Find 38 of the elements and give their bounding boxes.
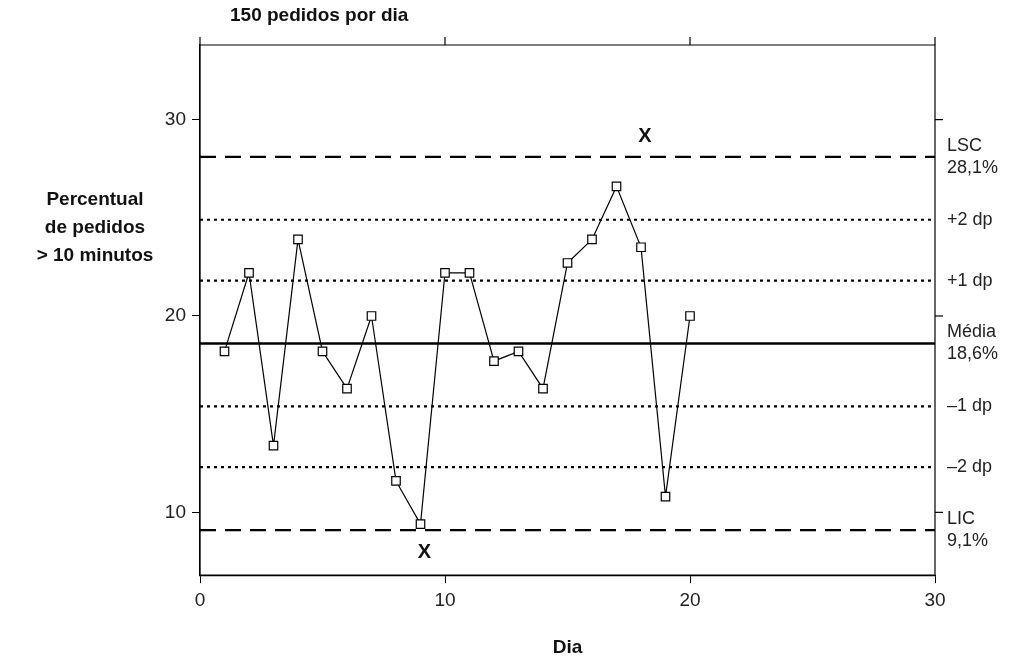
point bbox=[464, 267, 475, 278]
point bbox=[342, 383, 352, 394]
ref-line-label: +1 dp bbox=[947, 269, 993, 290]
ref-line-label: –1 dp bbox=[947, 395, 993, 416]
x-tick-label: 0 bbox=[194, 588, 206, 610]
x-tick-label: 10 bbox=[434, 588, 456, 610]
y-axis-title: Percentual de pedidos > 10 minutos bbox=[36, 187, 154, 265]
point bbox=[391, 476, 401, 486]
point bbox=[611, 181, 622, 192]
x-tick-label: 20 bbox=[679, 588, 701, 610]
point bbox=[660, 491, 671, 502]
point bbox=[685, 311, 695, 321]
x-tick-label: 30 bbox=[924, 588, 946, 610]
point bbox=[587, 234, 597, 245]
point bbox=[489, 356, 499, 366]
ref-line-label: LSC 28,1% bbox=[947, 134, 999, 177]
point bbox=[366, 311, 377, 321]
point bbox=[538, 383, 548, 394]
x-axis-title: Dia bbox=[552, 636, 583, 658]
point bbox=[219, 346, 230, 357]
ref-line-label: –2 dp bbox=[947, 456, 993, 477]
point bbox=[415, 519, 426, 529]
annotation: X bbox=[638, 124, 653, 147]
ref-line-label: Média 18,6% bbox=[947, 321, 999, 364]
point bbox=[636, 242, 646, 253]
point bbox=[293, 234, 303, 245]
point bbox=[562, 258, 573, 268]
ref-line-label: +2 dp bbox=[947, 208, 993, 229]
point bbox=[440, 267, 450, 278]
point bbox=[513, 346, 524, 357]
chart-title: 150 pedidos por dia bbox=[230, 4, 409, 26]
point bbox=[317, 346, 328, 357]
y-tick-label: 30 bbox=[164, 107, 186, 129]
y-tick-label: 10 bbox=[164, 500, 186, 522]
annotation: X bbox=[417, 539, 432, 562]
ref-line-label: LIC 9,1% bbox=[947, 508, 989, 550]
point bbox=[244, 267, 254, 278]
y-tick-label: 20 bbox=[164, 304, 186, 326]
